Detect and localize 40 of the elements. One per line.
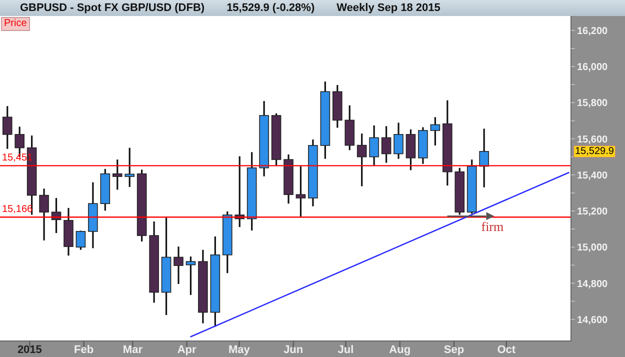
- text: 15,529.9 (-0.28%): [226, 2, 315, 14]
- annotation: Price: [1, 17, 30, 31]
- candlestick: [479, 128, 489, 188]
- candlestick: [430, 116, 440, 146]
- candlestick: [381, 125, 392, 164]
- y-tick-label: 16,000: [577, 62, 608, 74]
- candlestick: [296, 165, 306, 218]
- annotation: firm: [481, 219, 504, 234]
- candlestick: [406, 128, 416, 171]
- y-tick-label: 15,200: [577, 206, 608, 218]
- y-tick-label: 14,800: [577, 278, 608, 290]
- chart-title: GBPUSD - Spot FX GBP/USD (DFB): [20, 2, 205, 14]
- y-tick-label: 16,200: [577, 26, 608, 37]
- candlestick: [76, 230, 86, 251]
- candlestick: [124, 147, 135, 188]
- candlestick: [174, 246, 184, 285]
- y-tick-label: 14,600: [577, 314, 608, 326]
- y-tick-label: 15,600: [577, 134, 608, 146]
- x-tick-label: 2015: [17, 344, 42, 356]
- x-tick-label: Mar: [122, 344, 144, 356]
- candlestick: [186, 256, 196, 296]
- candlestick: [356, 132, 367, 188]
- x-tick-label: Feb: [74, 344, 94, 356]
- candlestick: [394, 122, 404, 160]
- chart-subtitle: Weekly Sep 18 2015: [336, 2, 440, 14]
- x-tick-label: Oct: [497, 344, 516, 356]
- annotation: 15,529.9: [573, 145, 616, 158]
- x-tick-label: Jun: [284, 344, 304, 356]
- y-tick-label: 15,000: [577, 242, 608, 254]
- candlestick: [112, 158, 122, 190]
- candlestick: [2, 105, 12, 150]
- y-tick-label: 15,400: [577, 170, 608, 182]
- candlestick: [369, 124, 379, 166]
- y-tick-label: 15,800: [577, 98, 608, 110]
- x-tick-label: May: [228, 344, 251, 356]
- candlestick: [39, 188, 49, 242]
- x-tick-label: Sep: [444, 344, 464, 356]
- x-tick-label: Apr: [177, 344, 198, 356]
- x-tick-label: Jul: [338, 344, 354, 356]
- x-tick-label: Aug: [389, 344, 411, 356]
